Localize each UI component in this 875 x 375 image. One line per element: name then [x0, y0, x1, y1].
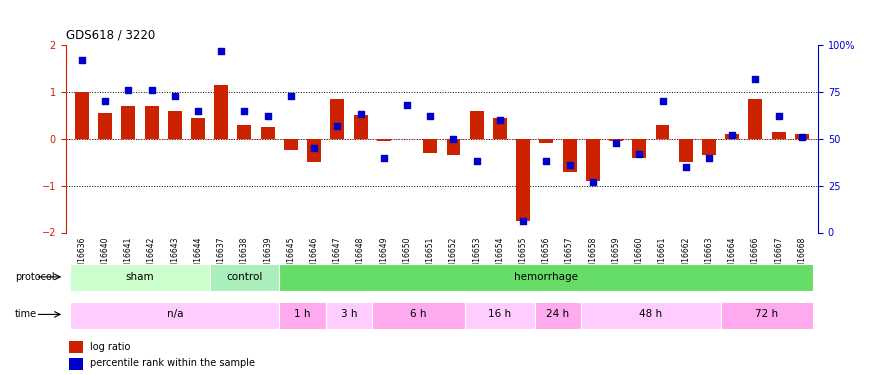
- Point: [331, 123, 345, 129]
- Point: [655, 98, 669, 104]
- Bar: [279, 264, 814, 291]
- Point: [168, 93, 182, 99]
- Point: [446, 136, 460, 142]
- Text: 16 h: 16 h: [488, 309, 512, 320]
- Point: [75, 57, 89, 63]
- Point: [144, 87, 158, 93]
- Bar: [563, 139, 577, 172]
- Point: [307, 145, 321, 151]
- Point: [725, 132, 739, 138]
- Bar: [446, 139, 460, 155]
- Bar: [725, 134, 739, 139]
- Bar: [307, 139, 321, 162]
- Point: [633, 151, 647, 157]
- Point: [702, 154, 716, 160]
- Text: hemorrhage: hemorrhage: [514, 272, 578, 282]
- Bar: [679, 139, 693, 162]
- Point: [377, 154, 391, 160]
- Bar: [794, 134, 808, 139]
- Bar: [326, 302, 372, 328]
- Point: [284, 93, 298, 99]
- Text: sham: sham: [126, 272, 154, 282]
- Text: 3 h: 3 h: [340, 309, 357, 320]
- Point: [748, 76, 762, 82]
- Bar: [70, 302, 279, 328]
- Point: [191, 108, 205, 114]
- Bar: [75, 92, 89, 139]
- Point: [214, 48, 228, 54]
- Point: [516, 218, 530, 224]
- Bar: [581, 302, 721, 328]
- Bar: [466, 302, 535, 328]
- Point: [609, 140, 623, 146]
- Bar: [535, 302, 581, 328]
- Bar: [372, 302, 466, 328]
- Text: percentile rank within the sample: percentile rank within the sample: [90, 358, 255, 369]
- Bar: [214, 85, 228, 139]
- Point: [261, 113, 275, 119]
- Point: [586, 179, 600, 185]
- Point: [539, 158, 553, 164]
- Bar: [424, 139, 438, 153]
- Bar: [354, 116, 367, 139]
- Point: [98, 98, 112, 104]
- Bar: [748, 99, 762, 139]
- Bar: [609, 139, 623, 141]
- Point: [237, 108, 251, 114]
- Point: [493, 117, 507, 123]
- Bar: [237, 124, 251, 139]
- Text: 48 h: 48 h: [640, 309, 662, 320]
- Point: [470, 158, 484, 164]
- Bar: [261, 127, 275, 139]
- Bar: [69, 358, 83, 370]
- Point: [794, 134, 808, 140]
- Bar: [772, 132, 786, 139]
- Point: [563, 162, 577, 168]
- Point: [679, 164, 693, 170]
- Point: [772, 113, 786, 119]
- Text: protocol: protocol: [15, 272, 55, 282]
- Point: [424, 113, 438, 119]
- Bar: [377, 139, 391, 141]
- Bar: [702, 139, 716, 155]
- Text: 24 h: 24 h: [547, 309, 570, 320]
- Bar: [331, 99, 345, 139]
- Bar: [122, 106, 136, 139]
- Bar: [470, 111, 484, 139]
- Point: [122, 87, 136, 93]
- Bar: [70, 264, 210, 291]
- Bar: [516, 139, 530, 221]
- Bar: [655, 124, 669, 139]
- Point: [400, 102, 414, 108]
- Text: n/a: n/a: [166, 309, 183, 320]
- Text: 72 h: 72 h: [755, 309, 779, 320]
- Bar: [493, 118, 507, 139]
- Bar: [168, 111, 182, 139]
- Bar: [279, 302, 326, 328]
- Text: GDS618 / 3220: GDS618 / 3220: [66, 28, 155, 41]
- Bar: [191, 118, 205, 139]
- Bar: [69, 341, 83, 352]
- Text: control: control: [227, 272, 262, 282]
- Bar: [539, 139, 553, 144]
- Bar: [721, 302, 814, 328]
- Bar: [210, 264, 279, 291]
- Text: time: time: [15, 309, 38, 320]
- Bar: [586, 139, 599, 181]
- Bar: [633, 139, 647, 158]
- Text: 1 h: 1 h: [294, 309, 311, 320]
- Bar: [98, 113, 112, 139]
- Text: 6 h: 6 h: [410, 309, 427, 320]
- Point: [354, 111, 367, 117]
- Text: log ratio: log ratio: [90, 342, 130, 352]
- Bar: [144, 106, 158, 139]
- Bar: [284, 139, 298, 150]
